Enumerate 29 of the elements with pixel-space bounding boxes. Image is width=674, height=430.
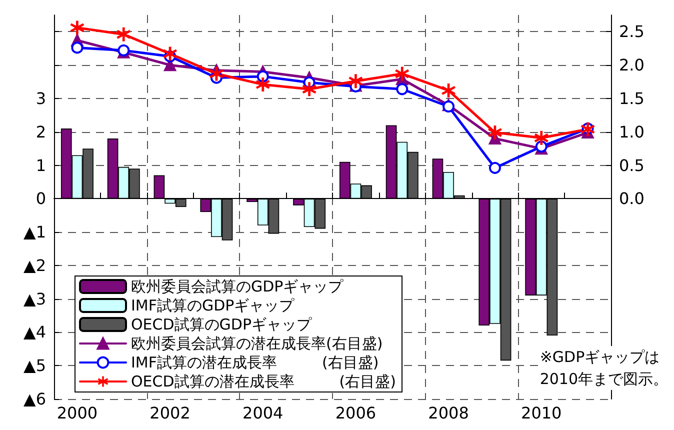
- y-tick-label: ▲6: [24, 390, 46, 408]
- y2-tick-label: 1.0: [619, 122, 644, 142]
- y-tick-label: ▲3: [24, 289, 46, 308]
- y-tick-label: ▲5: [24, 356, 46, 376]
- legend-label: IMF試算の潜在成長率 (右目盛): [131, 354, 379, 372]
- y-tick-label: ▲1: [24, 222, 46, 242]
- y-tick-label: ▲4: [24, 322, 46, 342]
- legend-label: 欧州委員会試算のGDPギャップ: [131, 278, 344, 296]
- legend-label: IMF試算のGDPギャップ: [131, 296, 296, 314]
- x-tick-label: 2010: [521, 404, 562, 422]
- legend-label: 欧州委員会試算の潜在成長率(右目盛): [131, 334, 383, 352]
- y-tick-label: 2: [36, 122, 46, 142]
- y2-tick-label: 2.0: [619, 56, 644, 75]
- y2-tick-label: 0.5: [619, 156, 644, 175]
- legend-label: OECD試算のGDPギャップ: [131, 316, 313, 334]
- x-tick-label: 2000: [56, 404, 98, 422]
- y2-tick-label: 1.5: [619, 88, 644, 108]
- x-tick-label: 2002: [150, 404, 190, 422]
- x-tick-label: 2006: [335, 404, 376, 422]
- y-tick-label: 0: [36, 189, 46, 208]
- legend-label: OECD試算の潜在成長率 (右目盛): [131, 372, 396, 390]
- x-tick-label: 2004: [242, 404, 284, 422]
- y2-tick-label: 2.5: [619, 22, 644, 42]
- x-tick-label: 2008: [428, 404, 469, 422]
- annotation: ※GDPギャップは 2010年まで図示。: [540, 348, 668, 388]
- y-tick-label: 1: [36, 156, 46, 175]
- y2-tick-label: 0.0: [619, 189, 644, 208]
- y-tick-label: 3: [36, 88, 46, 108]
- y-tick-label: ▲2: [24, 256, 46, 275]
